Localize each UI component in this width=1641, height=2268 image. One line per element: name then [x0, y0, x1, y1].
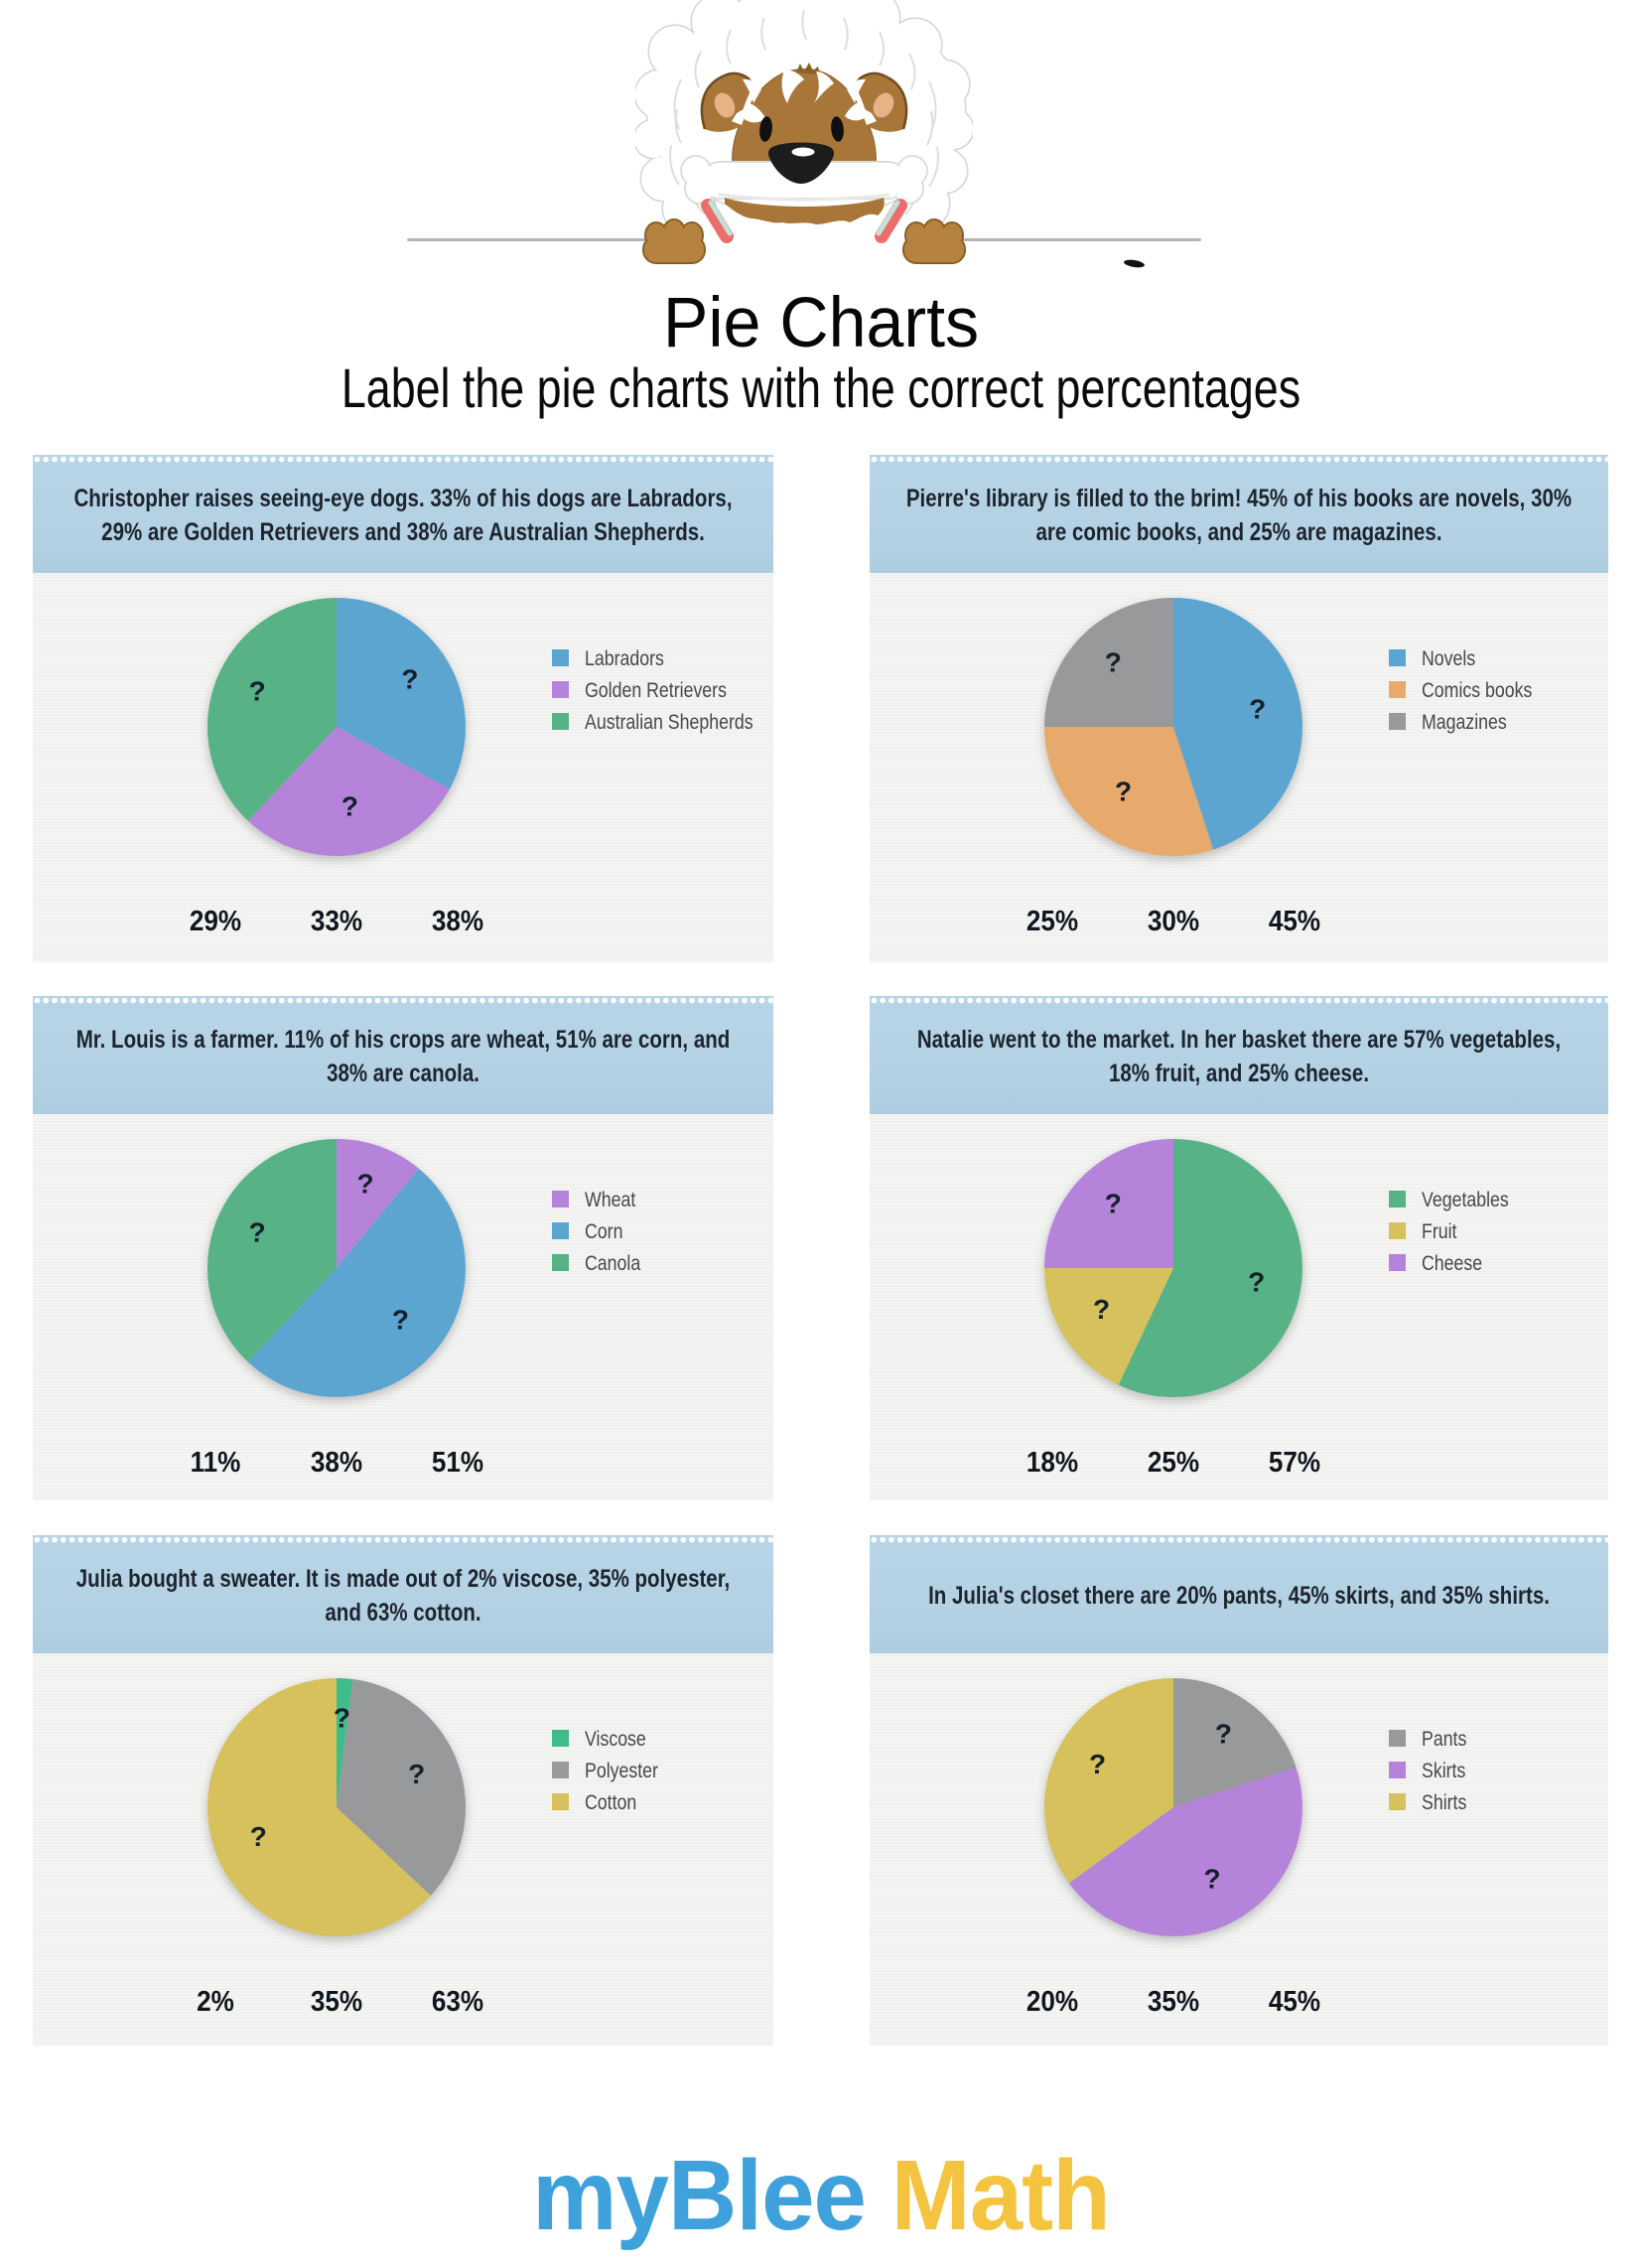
svg-text:?: ?	[1115, 776, 1132, 806]
svg-text:?: ?	[250, 1821, 267, 1852]
svg-text:?: ?	[334, 1702, 350, 1733]
svg-text:?: ?	[342, 791, 358, 822]
svg-text:?: ?	[249, 1216, 266, 1247]
svg-text:?: ?	[401, 663, 418, 694]
svg-text:?: ?	[392, 1305, 409, 1336]
svg-text:?: ?	[1093, 1294, 1110, 1325]
svg-text:?: ?	[1249, 694, 1266, 725]
svg-text:?: ?	[357, 1168, 374, 1199]
svg-text:?: ?	[1089, 1749, 1106, 1779]
svg-text:?: ?	[1215, 1719, 1232, 1750]
svg-text:?: ?	[1105, 646, 1122, 677]
svg-text:?: ?	[1105, 1188, 1122, 1218]
svg-text:?: ?	[249, 675, 266, 706]
svg-text:?: ?	[1203, 1863, 1220, 1894]
svg-text:?: ?	[1248, 1267, 1265, 1298]
svg-text:?: ?	[408, 1759, 425, 1789]
